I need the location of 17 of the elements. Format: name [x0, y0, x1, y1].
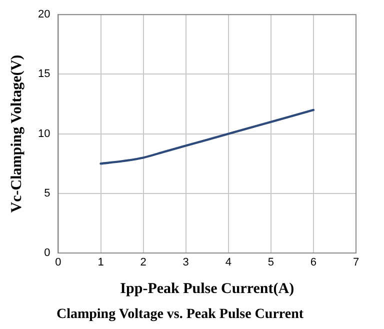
x-tick-label: 6 [310, 256, 317, 269]
x-tick-label: 5 [268, 256, 274, 269]
x-axis-title: Ipp-Peak Pulse Current(A) [120, 281, 294, 298]
x-tick-label: 1 [98, 256, 104, 269]
y-tick-label: 0 [44, 247, 50, 260]
y-tick-label: 15 [38, 68, 50, 80]
y-axis-title: Vc-Clamping Voltage(V) [8, 54, 25, 213]
line-series [100, 108, 315, 165]
y-tick-label: 20 [38, 8, 50, 21]
x-tick-label: 4 [225, 256, 232, 269]
x-tick-label: 3 [182, 256, 189, 269]
x-tick-label: 7 [352, 256, 360, 269]
x-tick-label: 2 [140, 256, 146, 269]
text: Clamping Voltage vs. Peak Pulse Current [56, 307, 304, 322]
y-tick-label: 10 [38, 128, 50, 140]
y-tick-label: 5 [44, 187, 50, 200]
x-tick-label: 0 [55, 256, 62, 269]
